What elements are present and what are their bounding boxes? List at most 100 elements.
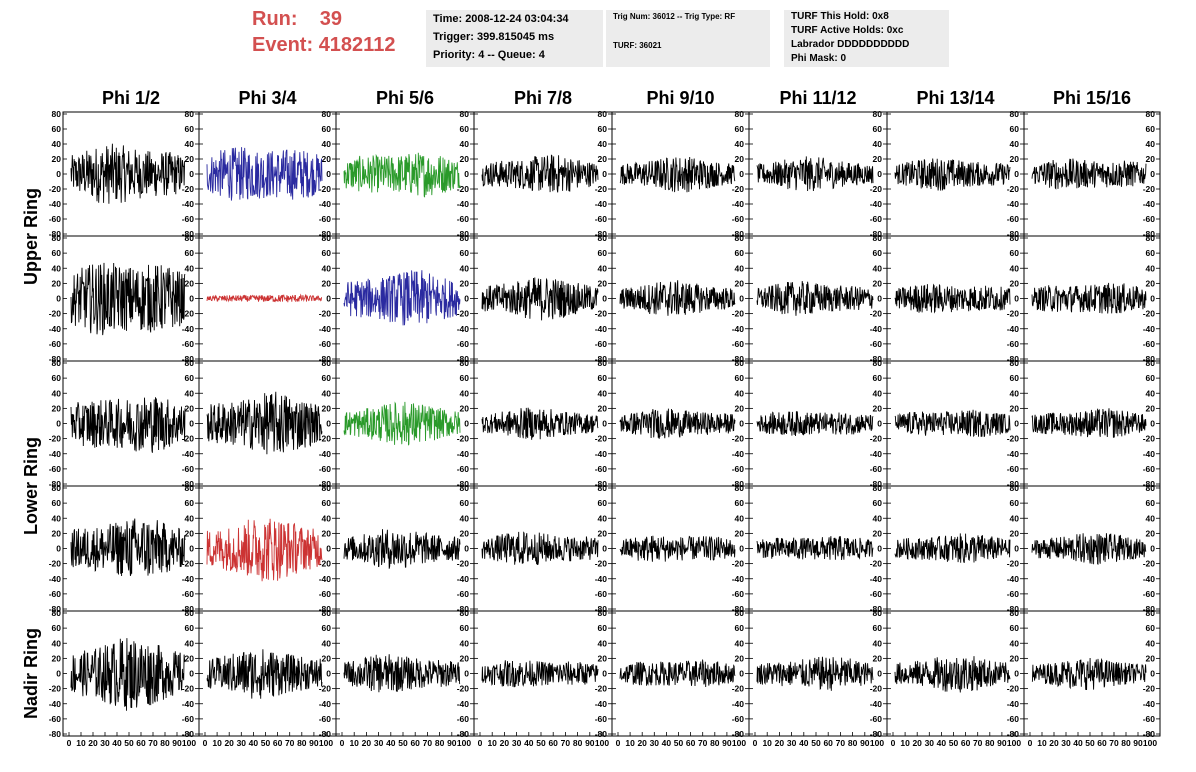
waveform-trace [619, 280, 736, 316]
ytick-label: -80 [732, 729, 745, 739]
xtick-label: 70 [285, 738, 295, 748]
xtick-label: 60 [410, 738, 420, 748]
waveform-trace [481, 660, 599, 688]
xtick-label: 80 [435, 738, 445, 748]
ytick-label: -40 [1007, 449, 1020, 459]
ytick-label-left: 0 [56, 294, 61, 304]
ytick-label: 60 [322, 623, 332, 633]
xtick-label: 50 [398, 738, 408, 748]
ytick-label: 80 [322, 358, 332, 368]
event-value: 4182112 [318, 34, 396, 56]
ytick-label: -20 [870, 434, 883, 444]
ytick-label: -20 [1143, 184, 1156, 194]
ytick-label: 0 [739, 669, 744, 679]
ytick-label: 0 [602, 294, 607, 304]
ytick-label-left: 20 [52, 403, 62, 413]
xtick-label: 40 [1073, 738, 1083, 748]
ytick-label: 80 [1146, 483, 1156, 493]
xtick-label: 60 [548, 738, 558, 748]
xtick-label: 20 [637, 738, 647, 748]
waveform-trace [343, 270, 461, 326]
ytick-label: 80 [735, 109, 745, 119]
ytick-label: -80 [319, 354, 332, 364]
ytick-label: 40 [1146, 513, 1156, 523]
ytick-label-left: -40 [49, 324, 62, 334]
ytick-label: 40 [322, 638, 332, 648]
ytick-label: 60 [735, 248, 745, 258]
ytick-label: 80 [460, 483, 470, 493]
column-label-2: Phi 3/4 [238, 88, 296, 108]
ytick-label: -60 [595, 714, 608, 724]
ytick-label: 0 [739, 169, 744, 179]
ytick-label: -60 [732, 714, 745, 724]
ytick-label: 20 [735, 653, 745, 663]
xtick-label: 50 [261, 738, 271, 748]
ytick-label-left: 60 [52, 498, 62, 508]
ytick-label: -40 [595, 199, 608, 209]
run-label: Run: [252, 8, 298, 30]
xtick-label: 10 [212, 738, 222, 748]
xtick-label: 80 [710, 738, 720, 748]
ytick-label: 80 [735, 233, 745, 243]
ytick-label: -80 [870, 729, 883, 739]
ytick-label: 40 [185, 263, 195, 273]
ytick-label: -40 [732, 449, 745, 459]
panel-r3-c5: 80 60 40 20 0 -20 -40 -60 -80 [611, 358, 750, 489]
xtick-label: 100 [319, 738, 333, 748]
ytick-label: 0 [189, 669, 194, 679]
xtick-label: 30 [925, 738, 935, 748]
ytick-label: 40 [735, 139, 745, 149]
panel-r1-c6: 80 60 40 20 0 -20 -40 -60 -80 [748, 109, 888, 239]
ytick-label: -80 [457, 604, 470, 614]
ytick-label: 20 [460, 154, 470, 164]
ytick-label: -20 [1007, 434, 1020, 444]
ytick-label: -20 [182, 684, 195, 694]
ytick-label: -40 [319, 199, 332, 209]
ytick-label: -80 [732, 229, 745, 239]
ytick-label: -60 [319, 589, 332, 599]
ytick-label: 20 [460, 403, 470, 413]
ytick-label: -60 [870, 214, 883, 224]
waveform-trace [1031, 282, 1147, 314]
ytick-label: 40 [735, 513, 745, 523]
panel-r2-c2: 80 60 40 20 0 -20 -40 -60 -80 [198, 233, 337, 364]
ytick-label: -80 [1007, 729, 1020, 739]
ytick-label: 80 [735, 358, 745, 368]
ytick-label: 20 [1146, 653, 1156, 663]
xtick-label: 60 [823, 738, 833, 748]
ytick-label: 20 [322, 403, 332, 413]
column-label-7: Phi 13/14 [916, 88, 994, 108]
ytick-label: 40 [598, 388, 608, 398]
ytick-label: -60 [457, 714, 470, 724]
xtick-label: 80 [297, 738, 307, 748]
xtick-label: 40 [386, 738, 396, 748]
xtick-label: 20 [1049, 738, 1059, 748]
xtick-label: 30 [512, 738, 522, 748]
xtick-label: 40 [524, 738, 534, 748]
panel-r1-c4: 80 60 40 20 0 -20 -40 -60 -80 [473, 109, 613, 239]
ytick-label: 40 [598, 513, 608, 523]
ytick-label-left: 40 [52, 638, 62, 648]
ytick-label: 20 [322, 528, 332, 538]
ytick-label: -60 [182, 464, 195, 474]
ytick-label: 20 [322, 653, 332, 663]
panel-r3-c7: 80 60 40 20 0 -20 -40 -60 -80 [886, 358, 1025, 489]
xtick-label: 100 [595, 738, 609, 748]
ytick-label: 80 [598, 358, 608, 368]
ytick-label: 80 [735, 608, 745, 618]
ytick-label: 0 [739, 544, 744, 554]
waveform-trace [894, 533, 1011, 564]
ytick-label: -40 [457, 699, 470, 709]
xtick-label: 20 [500, 738, 510, 748]
ytick-label: 80 [460, 608, 470, 618]
xtick-label: 80 [160, 738, 170, 748]
ytick-label: 0 [326, 544, 331, 554]
ytick-label-left: -80 [49, 729, 62, 739]
ytick-label: -60 [319, 714, 332, 724]
waveform-trace [756, 281, 874, 316]
ytick-label: 60 [185, 498, 195, 508]
ytick-label: 20 [1146, 528, 1156, 538]
ytick-label: 20 [1010, 528, 1020, 538]
ytick-label: 20 [598, 154, 608, 164]
xtick-label: 80 [1121, 738, 1131, 748]
